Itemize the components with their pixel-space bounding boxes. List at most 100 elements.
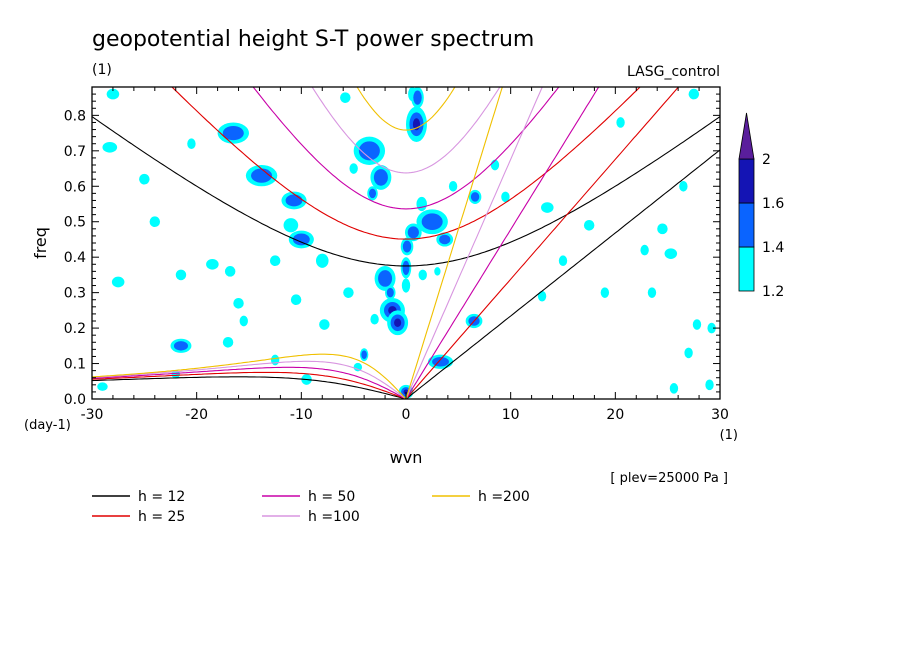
contour-blob: [669, 383, 679, 394]
y-tick-label: 0.6: [64, 179, 86, 195]
contour-blob: [269, 255, 281, 267]
contour-blob: [421, 213, 443, 231]
contour-blob: [315, 253, 329, 268]
contour-blob: [139, 173, 150, 185]
x-tick-label: -10: [290, 407, 313, 423]
contour-blob: [470, 192, 480, 202]
contour-blob: [679, 180, 688, 192]
dispersion-curve: [405, 87, 543, 399]
colorbar: 1.2 1.4 1.6 2: [738, 112, 784, 300]
contour-blob: [373, 169, 388, 186]
colorbar-label: 1.6: [762, 196, 784, 212]
contour-blob: [402, 240, 412, 253]
dispersion-curves: [92, 87, 720, 399]
power-contours: [97, 87, 716, 399]
contour-blob: [616, 117, 625, 128]
contour-blob: [378, 270, 393, 287]
contour-blob: [224, 266, 236, 277]
contour-blob: [175, 269, 187, 281]
contour-blob: [448, 180, 458, 192]
dispersion-curve: [92, 116, 720, 267]
contour-blob: [434, 267, 441, 276]
dispersion-curve: [405, 87, 503, 399]
contour-blob: [369, 188, 377, 199]
dispersion-curve: [405, 87, 600, 399]
contour-blob: [370, 313, 379, 325]
y-tick-label: 0.3: [64, 286, 86, 302]
y-unit-label: (day-1): [24, 418, 71, 433]
dispersion-curve: [92, 376, 407, 399]
contour-blob: [149, 216, 161, 228]
dispersion-curve: [356, 87, 456, 131]
y-axis-ticks: 0.0 0.1 0.2 0.3 0.4 0.5 0.6 0.7 0.8: [64, 86, 720, 408]
contour-blob: [583, 219, 595, 231]
contour-blob: [707, 322, 716, 334]
y-axis-label: freq: [31, 227, 50, 259]
contour-blob: [640, 244, 649, 256]
contour-blob: [233, 297, 244, 309]
x-tick-label: 0: [402, 407, 411, 423]
contour-blob: [705, 379, 714, 391]
contour-blob: [251, 168, 273, 183]
curve-legend: h = 12 h = 50 h =200 h = 25 h =100: [92, 489, 530, 525]
x-tick-label: 30: [711, 407, 729, 423]
legend-label: h = 12: [138, 489, 185, 505]
plev-annotation: [ plev=25000 Pa ]: [610, 471, 728, 486]
legend-label: h = 50: [308, 489, 355, 505]
x-tick-label: 10: [502, 407, 520, 423]
legend-label: h =200: [478, 489, 530, 505]
colorbar-label: 1.4: [762, 240, 784, 256]
colorbar-segment: [738, 202, 755, 248]
contour-blob: [600, 287, 610, 298]
contour-blob: [111, 276, 125, 288]
contour-blob: [102, 141, 118, 153]
contour-blob: [692, 319, 702, 330]
contour-blob: [283, 218, 299, 233]
contour-blob: [292, 233, 310, 246]
x-tick-label: 20: [606, 407, 624, 423]
contour-blob: [401, 278, 411, 293]
dispersion-curve: [92, 366, 407, 399]
dispersion-curve: [405, 87, 680, 399]
contour-blob: [353, 362, 363, 372]
contour-blob: [222, 125, 244, 141]
colorbar-segment: [738, 246, 755, 292]
contour-blob: [319, 319, 330, 330]
contour-blob: [394, 318, 402, 327]
x-axis-ticks: -30 -20 -10 0 10 20 30: [81, 87, 729, 423]
contour-blob: [541, 202, 554, 213]
contour-blob: [418, 269, 427, 281]
contour-blob: [407, 226, 419, 239]
contour-blob: [222, 336, 234, 348]
contour-blob: [432, 357, 449, 367]
x-unit-label: (1): [720, 428, 738, 443]
contour-blob: [290, 294, 302, 306]
x-tick-label: -20: [185, 407, 208, 423]
contour-blob: [239, 315, 248, 327]
contour-blob: [349, 163, 358, 174]
contour-blob: [187, 138, 196, 150]
dispersion-curve: [92, 360, 407, 399]
legend-label: h =100: [308, 509, 360, 525]
x-tick-label: -30: [81, 407, 104, 423]
contour-blob: [97, 382, 108, 391]
contour-blob: [343, 287, 354, 298]
colorbar-label: 2: [762, 152, 771, 168]
contour-blob: [664, 248, 678, 259]
chart-subtitle-left: (1): [92, 62, 112, 78]
y-tick-label: 0.1: [64, 357, 86, 373]
chart-subtitle-right: LASG_control: [627, 64, 720, 80]
contour-blob: [386, 287, 394, 298]
y-tick-label: 0.5: [64, 215, 86, 231]
contour-blob: [537, 290, 547, 302]
dispersion-curve: [405, 149, 720, 399]
y-tick-label: 0.4: [64, 250, 86, 266]
colorbar-extension: [738, 112, 755, 160]
chart-title: geopotential height S-T power spectrum: [92, 27, 534, 52]
contour-blob: [413, 90, 422, 105]
contour-blob: [416, 196, 427, 212]
contour-blob: [285, 194, 303, 207]
contour-blob: [501, 191, 510, 203]
y-tick-label: 0.7: [64, 144, 86, 160]
